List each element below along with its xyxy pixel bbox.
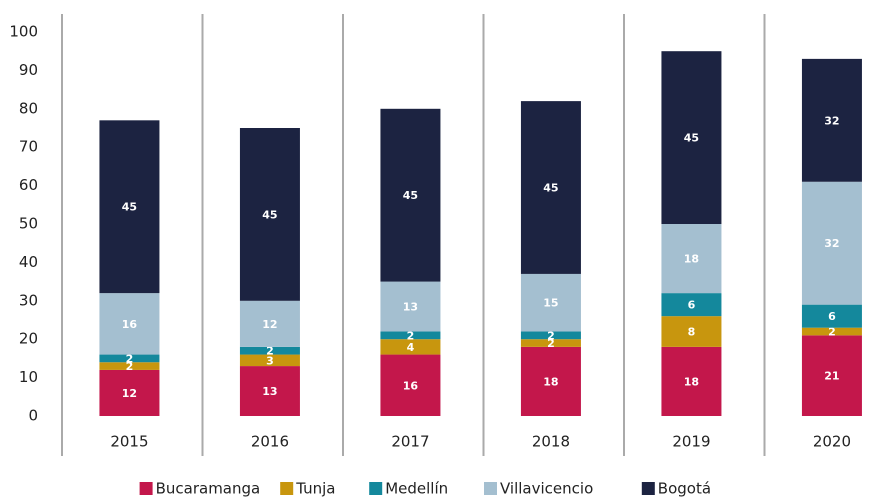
bar-segment (380, 354, 441, 416)
bar-segment (99, 293, 160, 355)
value-label: 6 (828, 310, 836, 323)
y-tick-label: 0 (28, 407, 38, 425)
legend-swatch (484, 482, 497, 495)
value-label: 4 (407, 341, 415, 354)
value-label: 2 (547, 329, 555, 342)
value-label: 3 (266, 354, 274, 367)
y-tick-label: 10 (19, 368, 38, 386)
value-label: 45 (403, 189, 418, 202)
bar-segment (239, 366, 300, 416)
legend-label: Tunja (295, 480, 335, 498)
legend-swatch (139, 482, 153, 495)
value-label: 32 (824, 237, 839, 250)
x-tick-label: 2018 (532, 433, 570, 451)
legend-label: Medellín (385, 480, 448, 498)
value-label: 16 (122, 318, 138, 331)
value-label: 18 (543, 375, 558, 388)
bar-segment (520, 273, 581, 332)
bar-segment (239, 346, 300, 355)
bar-segment (661, 51, 722, 225)
value-label: 2 (126, 352, 134, 365)
value-label: 21 (824, 370, 839, 383)
value-label: 2 (266, 345, 274, 358)
x-tick-label: 2015 (110, 433, 148, 451)
bar-segment (380, 339, 441, 355)
bar-segment (801, 181, 862, 305)
bar-segment (801, 304, 862, 328)
bar-segment (661, 224, 722, 294)
legend-label: Bucaramanga (156, 480, 261, 498)
value-label: 45 (543, 182, 558, 195)
value-label: 2 (828, 326, 836, 339)
bar-segment (801, 327, 862, 336)
value-label: 18 (684, 375, 699, 388)
bar-segment (520, 331, 581, 340)
value-label: 18 (684, 253, 699, 266)
y-tick-label: 50 (19, 215, 38, 233)
value-label: 6 (688, 299, 696, 312)
legend-swatch (280, 482, 294, 495)
value-label: 8 (688, 326, 696, 339)
y-tick-label: 100 (9, 23, 38, 41)
value-label: 13 (262, 385, 277, 398)
value-label: 12 (262, 318, 277, 331)
value-label: 16 (403, 379, 419, 392)
bar-segment (99, 369, 160, 416)
bar-segment (661, 346, 722, 416)
bar-segment (661, 293, 722, 317)
value-label: 2 (547, 337, 555, 350)
bar-segment (661, 316, 722, 347)
bar-segment (801, 58, 862, 182)
value-label: 45 (684, 132, 699, 145)
bar-segment (380, 281, 441, 332)
value-label: 15 (543, 297, 558, 310)
value-label: 2 (407, 329, 415, 342)
bar-segment (380, 331, 441, 340)
value-label: 13 (403, 301, 418, 314)
x-tick-label: 2016 (251, 433, 289, 451)
legend-label: Bogotá (658, 480, 711, 498)
bar-segment (520, 101, 581, 274)
y-tick-label: 30 (19, 291, 38, 309)
x-tick-label: 2020 (813, 433, 851, 451)
y-tick-label: 80 (19, 99, 38, 117)
bar-segment (239, 354, 300, 367)
y-tick-label: 70 (19, 138, 38, 156)
bar-segment (520, 339, 581, 347)
bar-segment (520, 346, 581, 416)
bar-segment (99, 362, 160, 370)
y-tick-label: 60 (19, 176, 38, 194)
value-label: 32 (824, 114, 839, 127)
bar-segment (239, 300, 300, 347)
value-label: 2 (126, 360, 134, 373)
bar-segment (99, 354, 160, 363)
bar-segment (801, 335, 862, 416)
value-label: 45 (262, 208, 277, 221)
y-tick-label: 20 (19, 330, 38, 348)
y-tick-label: 40 (19, 253, 38, 271)
x-tick-label: 2017 (391, 433, 429, 451)
value-label: 45 (122, 201, 137, 214)
y-tick-label: 90 (19, 61, 38, 79)
bar-segment (239, 128, 300, 301)
legend-swatch (641, 482, 655, 495)
x-tick-label: 2019 (672, 433, 710, 451)
legend-swatch (369, 482, 383, 495)
value-label: 12 (122, 387, 137, 400)
bar-segment (99, 120, 160, 294)
bar-segment (380, 108, 441, 282)
legend-label: Villavicencio (500, 480, 593, 498)
